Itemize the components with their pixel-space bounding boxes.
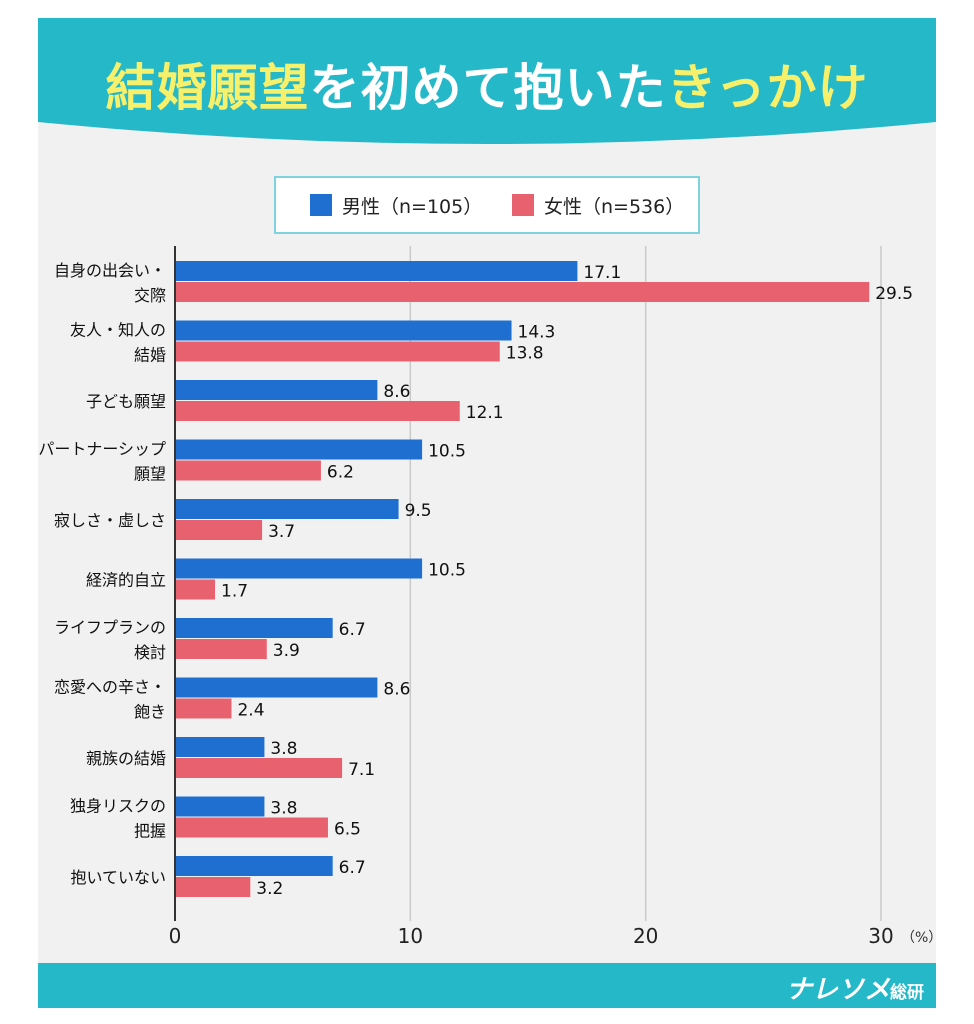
value-label-female-1: 29.5 (875, 284, 913, 304)
bar-female-2 (176, 341, 500, 362)
legend-swatch-female (512, 194, 534, 216)
value-label-female-7: 3.9 (273, 641, 300, 661)
title-band: 結婚願望を初めて抱いたきっかけ (38, 18, 936, 150)
bar-female-7 (176, 639, 267, 659)
category-label-4-line-1: パートナーシップ (38, 440, 166, 459)
value-label-female-2: 13.8 (506, 344, 544, 364)
bar-male-4 (176, 439, 423, 460)
category-label-9-line-1: 親族の結婚 (86, 749, 166, 768)
value-label-male-11: 6.7 (339, 858, 366, 878)
chart-title: 結婚願望を初めて抱いたきっかけ (38, 48, 936, 120)
title-part-2: を初めて抱いた (309, 59, 667, 117)
legend: 男性（n=105） 女性（n=536） (274, 176, 700, 234)
title-band-shape (38, 18, 936, 144)
category-label-10-line-1: 独身リスクの (70, 797, 166, 816)
value-label-female-11: 3.2 (256, 879, 283, 899)
category-label-3-line-1: 子ども願望 (86, 392, 166, 411)
category-label-4-line-2: 願望 (134, 465, 166, 484)
title-part-3: きっかけ (666, 59, 869, 117)
category-label-1-line-1: 自身の出会い・ (54, 261, 166, 280)
bar-male-7 (176, 618, 333, 638)
value-label-female-10: 6.5 (334, 820, 361, 840)
bar-female-5 (176, 520, 263, 540)
bar-female-9 (176, 758, 343, 778)
value-label-female-8: 2.4 (237, 701, 264, 721)
title-band-bg (38, 18, 936, 144)
title-part-1: 結婚願望 (105, 59, 310, 117)
category-label-7-line-2: 検討 (134, 643, 166, 662)
category-label-8-line-1: 恋愛への辛さ・ (54, 678, 166, 697)
bar-female-3 (176, 401, 460, 421)
x-tick-label-0: 0 (169, 924, 182, 948)
bar-male-1 (176, 261, 578, 281)
value-label-male-10: 3.8 (270, 799, 297, 819)
bar-female-1 (176, 282, 870, 302)
value-label-male-6: 10.5 (428, 561, 466, 581)
value-label-male-7: 6.7 (339, 620, 366, 640)
bar-male-3 (176, 380, 378, 400)
brand-logo: ナレソメ総研 (786, 969, 924, 1006)
bar-male-9 (176, 737, 265, 757)
value-label-female-4: 6.2 (327, 463, 354, 483)
category-label-5-line-1: 寂しさ・虚しさ (54, 511, 166, 530)
value-label-male-5: 9.5 (405, 501, 432, 521)
x-tick-label-20: 20 (633, 924, 658, 948)
value-label-male-2: 14.3 (518, 323, 556, 343)
legend-label-female: 女性（n=536） (544, 195, 685, 218)
bar-male-2 (176, 320, 512, 341)
legend-label-male: 男性（n=105） (342, 195, 483, 218)
value-label-female-6: 1.7 (221, 582, 248, 602)
value-label-female-5: 3.7 (268, 522, 295, 542)
footer-band: ナレソメ総研 (38, 963, 936, 1008)
chart-frame: 結婚願望を初めて抱いたきっかけ 男性（n=105） 女性（n=536） 0 10 2… (38, 18, 936, 1008)
x-tick-label-30: 30 (868, 924, 893, 948)
legend-item-male: 男性（n=105） (310, 178, 482, 232)
value-label-male-4: 10.5 (428, 442, 466, 462)
category-label-2-line-2: 結婚 (134, 346, 166, 365)
value-label-male-8: 8.6 (383, 680, 410, 700)
bar-male-6 (176, 558, 423, 579)
bar-female-4 (176, 460, 321, 481)
bar-male-5 (176, 499, 399, 519)
legend-item-female: 女性（n=536） (512, 178, 684, 232)
brand-suffix: 総研 (890, 983, 924, 1003)
value-label-male-3: 8.6 (383, 382, 410, 402)
x-tick-label-10: 10 (398, 924, 423, 948)
brand-name: ナレソメ (785, 975, 890, 1005)
x-unit-label: （%） (901, 930, 936, 946)
category-label-1-line-2: 交際 (134, 286, 166, 305)
value-label-male-1: 17.1 (583, 263, 621, 283)
bar-male-10 (176, 796, 265, 817)
category-label-7-line-1: ライフプランの (54, 618, 166, 637)
bar-male-11 (176, 856, 333, 876)
legend-swatch-male (310, 194, 332, 216)
value-label-female-3: 12.1 (466, 403, 504, 423)
category-label-10-line-2: 把握 (134, 822, 166, 841)
value-label-female-9: 7.1 (348, 760, 375, 780)
category-label-11-line-1: 抱いていない (70, 868, 166, 887)
bar-chart: 0102030（%）自身の出会い・交際17.129.5友人・知人の結婚14.31… (38, 246, 936, 948)
bar-female-10 (176, 817, 328, 838)
value-label-male-9: 3.8 (270, 739, 297, 759)
category-label-2-line-1: 友人・知人の (70, 321, 166, 340)
bar-female-11 (176, 877, 251, 897)
category-label-8-line-2: 飽き (134, 703, 166, 722)
category-label-6-line-1: 経済的自立 (86, 571, 166, 590)
bar-female-8 (176, 698, 232, 719)
bar-female-6 (176, 579, 216, 600)
bar-male-8 (176, 677, 378, 698)
